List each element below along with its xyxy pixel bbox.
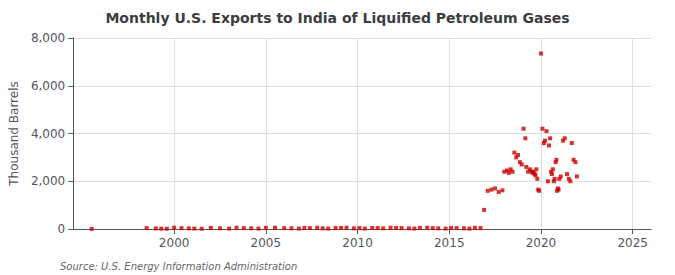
svg-text:4,000: 4,000 <box>31 127 65 141</box>
svg-text:Monthly U.S. Exports to India: Monthly U.S. Exports to India of Liquifi… <box>105 10 569 26</box>
svg-text:8,000: 8,000 <box>31 31 65 45</box>
svg-text:6,000: 6,000 <box>31 79 65 93</box>
svg-text:2,000: 2,000 <box>31 174 65 188</box>
svg-text:2025: 2025 <box>617 236 648 250</box>
svg-text:2020: 2020 <box>526 236 557 250</box>
svg-text:2015: 2015 <box>434 236 465 250</box>
svg-text:2005: 2005 <box>251 236 282 250</box>
svg-text:2010: 2010 <box>342 236 373 250</box>
svg-text:2000: 2000 <box>159 236 190 250</box>
svg-text:0: 0 <box>58 222 66 236</box>
svg-text:Source: U.S. Energy Informatio: Source: U.S. Energy Information Administ… <box>60 261 297 272</box>
svg-text:Thousand Barrels: Thousand Barrels <box>7 81 21 186</box>
